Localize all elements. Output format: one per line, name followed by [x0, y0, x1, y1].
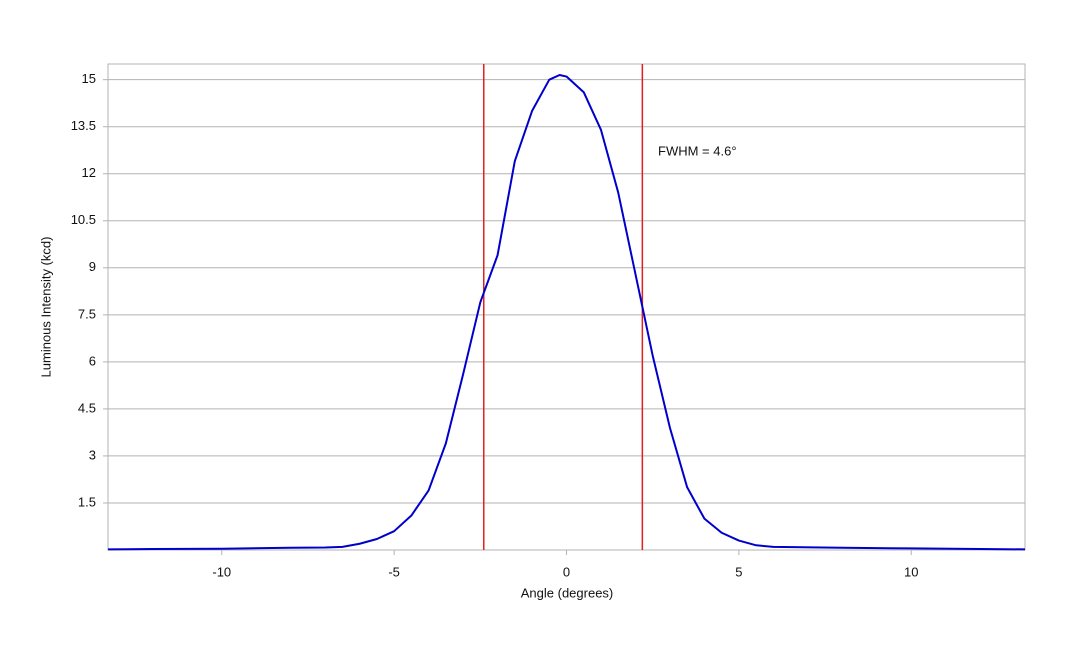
annotation: FWHM = 4.6°: [658, 143, 737, 158]
y-tick-label: 10.5: [71, 212, 96, 227]
y-axis-label: Luminous Intensity (kcd): [38, 237, 53, 378]
y-tick-label: 13.5: [71, 118, 96, 133]
plot-area: [107, 63, 1026, 551]
y-tick-label: 1.5: [78, 494, 96, 509]
curve: [107, 73, 1026, 551]
x-axis-label: Angle (degrees): [521, 585, 614, 600]
y-tick-label: 12: [82, 165, 96, 180]
x-tick-label: 5: [735, 564, 742, 579]
x-tick-label: -10: [212, 564, 231, 579]
y-tick-label: 3: [89, 447, 96, 462]
y-tick-label: 9: [89, 259, 96, 274]
x-tick-label: 10: [904, 564, 918, 579]
x-tick-label: -5: [388, 564, 400, 579]
y-tick-label: 7.5: [78, 306, 96, 321]
y-tick-label: 4.5: [78, 400, 96, 415]
y-tick-label: 15: [82, 71, 96, 86]
x-tick-label: 0: [563, 564, 570, 579]
y-tick-label: 6: [89, 353, 96, 368]
